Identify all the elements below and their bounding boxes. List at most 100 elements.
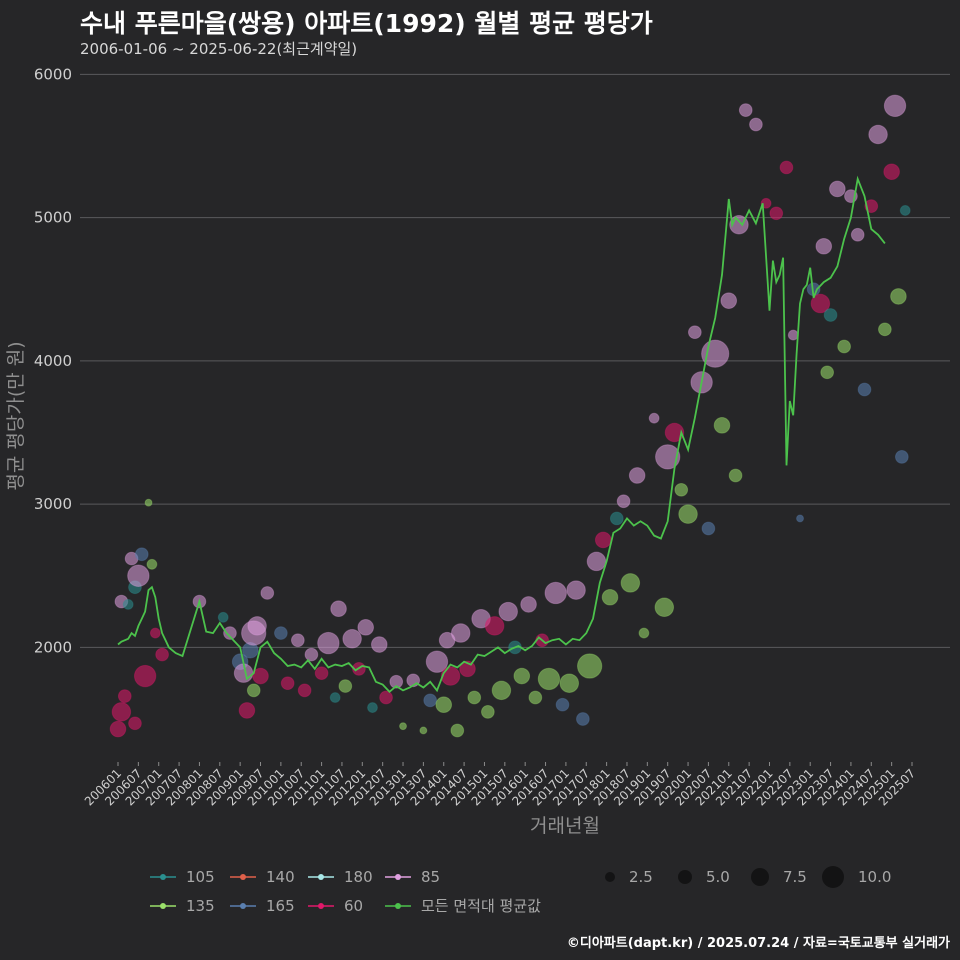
data-point [223, 626, 237, 640]
data-point [217, 611, 229, 623]
data-point [628, 467, 646, 484]
legend-label: 135 [186, 897, 215, 915]
data-point [491, 680, 512, 701]
data-point [280, 676, 295, 691]
data-point [559, 673, 580, 693]
size-legend-label: 5.0 [706, 868, 730, 886]
data-point [117, 689, 132, 703]
legend-marker [240, 903, 246, 909]
data-point [467, 690, 482, 705]
data-point [440, 666, 461, 686]
legend-label: 60 [344, 897, 363, 915]
data-point [555, 697, 570, 712]
size-legend-item: 10.0 [822, 866, 891, 888]
legend-label: 140 [266, 868, 295, 886]
data-point [513, 667, 531, 685]
data-point [829, 180, 846, 198]
data-point [317, 631, 340, 655]
size-legend-label: 2.5 [629, 868, 653, 886]
data-point [586, 551, 607, 572]
data-point [109, 720, 127, 738]
data-point [815, 237, 833, 255]
data-point [342, 629, 362, 649]
data-point [128, 716, 142, 731]
data-point [146, 558, 158, 570]
legend-item: 85 [385, 868, 440, 886]
data-point [481, 705, 495, 719]
size-legend-item: 2.5 [605, 868, 653, 886]
legend-item: 모든 면적대 평균값 [385, 897, 541, 915]
data-point [883, 163, 900, 181]
legend-item: 60 [308, 897, 363, 915]
data-point [823, 308, 838, 322]
data-point [868, 124, 888, 145]
data-points [109, 94, 911, 738]
legend-marker [395, 903, 401, 909]
data-point [330, 600, 347, 618]
data-point [357, 619, 375, 636]
data-point [134, 547, 149, 562]
data-point [620, 573, 641, 593]
data-point [338, 679, 353, 693]
data-point [576, 653, 603, 679]
size-legend-marker [605, 872, 615, 882]
legend-label: 모든 면적대 평균값 [421, 897, 541, 915]
data-point [450, 723, 465, 738]
data-point [787, 329, 799, 341]
data-point [566, 580, 586, 600]
legend-marker [160, 874, 166, 880]
data-point [749, 117, 763, 132]
legend-label: 165 [266, 897, 295, 915]
data-point [304, 647, 319, 662]
data-point [890, 288, 907, 305]
data-point [314, 666, 329, 681]
legend-marker [318, 874, 324, 880]
data-point [133, 664, 157, 688]
data-point [810, 293, 831, 314]
legend-item: 105 [150, 868, 215, 886]
source-credit: ©디아파트(dapt.kr) / 2025.07.24 / 자료=국토교통부 실… [566, 936, 950, 951]
data-point [379, 690, 393, 705]
data-point [728, 468, 743, 483]
size-legend-item: 7.5 [751, 868, 807, 886]
data-point [297, 683, 312, 698]
data-point [779, 160, 794, 175]
legend-item: 180 [308, 868, 373, 886]
data-point [127, 564, 150, 587]
data-point [329, 692, 341, 703]
size-legend-marker [678, 870, 692, 884]
data-point [144, 498, 153, 507]
data-point [638, 627, 650, 639]
y-tick-label: 4000 [34, 352, 72, 370]
data-point [450, 623, 471, 643]
data-point [246, 683, 261, 698]
legend-marker [160, 903, 166, 909]
data-point [425, 650, 449, 673]
data-point [149, 627, 161, 639]
data-point [435, 696, 453, 713]
legend-item: 135 [150, 897, 215, 915]
data-point [238, 702, 256, 719]
data-point [537, 667, 561, 691]
data-point [247, 616, 267, 636]
data-point [664, 422, 685, 443]
data-point [260, 586, 275, 600]
chart-subtitle: 2006-01-06 ~ 2025-06-22(최근계약일) [80, 40, 358, 58]
size-legend-marker [822, 866, 844, 888]
data-point [820, 365, 835, 380]
data-point [878, 322, 892, 337]
legend-marker [240, 874, 246, 880]
data-point [274, 626, 288, 640]
size-legend-marker [751, 868, 769, 886]
size-legend-label: 7.5 [783, 868, 807, 886]
legend-item: 165 [230, 897, 295, 915]
data-point [894, 449, 909, 464]
data-point [713, 417, 731, 434]
y-axis-title: 평균 평당가(만 원) [5, 341, 27, 490]
data-point [678, 504, 698, 524]
data-point [389, 674, 404, 689]
data-point [883, 94, 907, 118]
legend-marker [318, 903, 324, 909]
data-point [648, 412, 660, 424]
